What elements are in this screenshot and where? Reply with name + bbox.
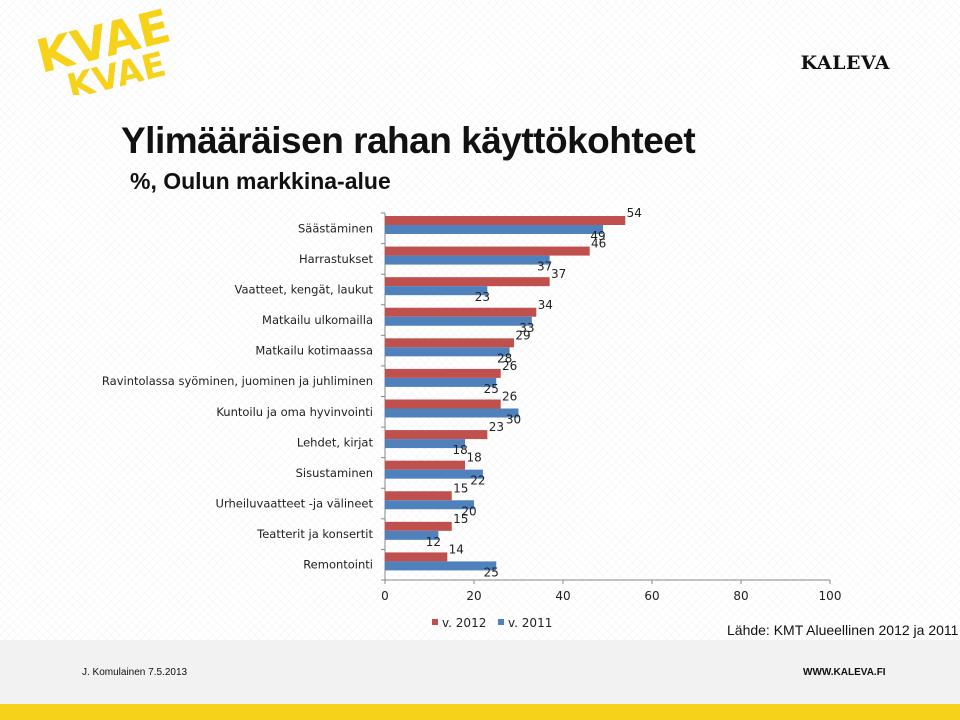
category-label: Matkailu kotimaassa [255, 344, 373, 358]
bar-2012 [385, 307, 537, 317]
x-tick-label: 80 [733, 589, 748, 603]
bar-2011 [385, 286, 488, 296]
category-label: Remontointi [303, 558, 373, 572]
legend-label: v. 2011 [508, 616, 552, 630]
bar-2012 [385, 277, 550, 287]
bar-2011 [385, 255, 550, 265]
data-label-2011: 25 [484, 565, 499, 579]
bar-2012 [385, 552, 448, 562]
bar-chart: 0 20 40 60 80 100 Säästäminen 54 49 Harrastukset 4… [102, 206, 842, 630]
bar-2012 [385, 246, 590, 256]
source-note: Lähde: KMT Alueellinen 2012 ja 2011 [727, 622, 959, 638]
bar-2011 [385, 439, 466, 449]
bar-2012 [385, 216, 626, 225]
data-label-2011: 12 [426, 535, 441, 549]
data-label-2011: 25 [484, 382, 499, 396]
bar-2011 [385, 530, 439, 540]
bar-2011 [385, 316, 532, 326]
kaleva-brand: KALEVA [800, 52, 890, 74]
data-label-2012: 15 [453, 481, 468, 495]
category-label: Lehdet, kirjat [297, 435, 374, 449]
bar-2012 [385, 491, 452, 501]
data-label-2012: 23 [489, 420, 504, 434]
bar-2011 [385, 377, 497, 387]
page-subtitle: %, Oulun markkina-alue [130, 168, 391, 194]
category-label: Vaatteet, kengät, laukut [235, 282, 374, 296]
data-label-2012: 37 [551, 267, 566, 281]
bar-2012 [385, 460, 466, 470]
footer-band [0, 640, 960, 704]
category-label: Sisustaminen [296, 466, 373, 480]
bar-2011 [385, 561, 497, 571]
data-label-2011: 18 [452, 443, 467, 457]
data-label-2011: 30 [506, 413, 521, 427]
kvae-logo: KVAE KVAE [31, 5, 175, 95]
bar-2011 [385, 225, 604, 234]
category-label: Ravintolassa syöminen, juominen ja juhli… [102, 374, 373, 388]
bar-2011 [385, 500, 474, 510]
x-tick-label: 40 [555, 589, 570, 603]
category-label: Säästäminen [298, 221, 373, 235]
data-label-2012: 34 [538, 298, 553, 312]
bar-2011 [385, 347, 510, 357]
legend-label: v. 2012 [442, 616, 486, 630]
data-label-2011: 37 [537, 260, 552, 274]
data-label-2011: 22 [470, 474, 485, 488]
bar-2011 [385, 408, 519, 418]
footer-author-date: J. Komulainen 7.5.2013 [82, 667, 188, 678]
bar-2011 [385, 469, 483, 479]
legend-swatch-2011 [498, 619, 504, 625]
bar-2012 [385, 521, 452, 531]
data-label-2012: 29 [515, 328, 530, 342]
bottom-accent-bar [0, 704, 960, 720]
bar-2012 [385, 338, 515, 348]
category-label: Matkailu ulkomailla [262, 313, 373, 327]
data-label-2011: 20 [461, 504, 476, 518]
data-label-2011: 28 [497, 351, 512, 365]
data-label-2012: 14 [449, 542, 464, 556]
x-tick-label: 60 [644, 589, 659, 603]
data-label-2011: 33 [519, 321, 534, 335]
footer-website: WWW.KALEVA.FI [803, 667, 886, 678]
bar-2012 [385, 368, 501, 378]
x-tick-label: 0 [381, 589, 389, 603]
page-title: Ylimääräisen rahan käyttökohteet [121, 120, 696, 161]
bar-2012 [385, 430, 488, 440]
data-label-2012: 54 [627, 206, 642, 220]
category-label: Urheiluvaatteet -ja välineet [216, 497, 374, 511]
x-tick-label: 20 [466, 589, 481, 603]
category-label: Harrastukset [299, 252, 374, 266]
data-label-2012: 26 [502, 390, 517, 404]
data-label-2011: 23 [475, 290, 490, 304]
data-label-2011: 49 [590, 229, 605, 243]
data-label-2012: 26 [502, 359, 517, 373]
legend-swatch-2012 [432, 619, 438, 625]
data-label-2012: 15 [453, 512, 468, 526]
category-label: Teatterit ja konsertit [256, 527, 373, 541]
category-label: Kuntoilu ja oma hyvinvointi [216, 405, 373, 419]
x-tick-label: 100 [819, 589, 842, 603]
bar-2012 [385, 399, 501, 409]
data-label-2012: 18 [466, 451, 481, 465]
data-label-2012: 46 [591, 237, 606, 251]
